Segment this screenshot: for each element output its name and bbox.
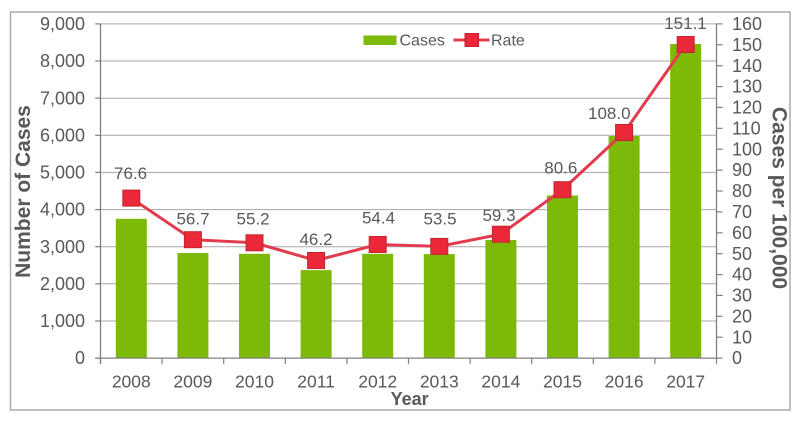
svg-text:1,000: 1,000 xyxy=(40,311,85,331)
svg-text:0: 0 xyxy=(732,348,742,368)
svg-text:2,000: 2,000 xyxy=(40,274,85,294)
svg-text:54.4: 54.4 xyxy=(362,209,395,228)
svg-text:130: 130 xyxy=(732,77,762,97)
svg-text:2017: 2017 xyxy=(666,371,705,391)
svg-text:Rate: Rate xyxy=(491,33,525,50)
svg-text:9,000: 9,000 xyxy=(40,14,85,34)
svg-text:53.5: 53.5 xyxy=(423,210,456,229)
svg-text:90: 90 xyxy=(732,160,752,180)
svg-text:120: 120 xyxy=(732,98,762,118)
svg-text:3,000: 3,000 xyxy=(40,237,85,257)
svg-text:70: 70 xyxy=(732,202,752,222)
svg-text:0: 0 xyxy=(75,348,85,368)
svg-text:80.6: 80.6 xyxy=(544,159,577,178)
svg-text:100: 100 xyxy=(732,139,762,159)
svg-text:Cases: Cases xyxy=(400,33,445,50)
svg-text:55.2: 55.2 xyxy=(237,210,270,229)
svg-text:7,000: 7,000 xyxy=(40,88,85,108)
svg-text:110: 110 xyxy=(732,118,761,138)
svg-text:2014: 2014 xyxy=(481,371,520,391)
svg-text:46.2: 46.2 xyxy=(299,230,332,249)
svg-text:4,000: 4,000 xyxy=(40,200,85,220)
svg-text:160: 160 xyxy=(732,14,762,34)
svg-text:56.7: 56.7 xyxy=(176,210,209,229)
svg-text:80: 80 xyxy=(732,181,752,201)
svg-text:6,000: 6,000 xyxy=(40,125,85,145)
svg-text:2012: 2012 xyxy=(358,371,397,391)
svg-text:150: 150 xyxy=(732,35,762,55)
svg-text:2016: 2016 xyxy=(605,371,644,391)
svg-text:Cases per 100,000: Cases per 100,000 xyxy=(768,107,791,289)
svg-text:2008: 2008 xyxy=(112,371,151,391)
svg-text:40: 40 xyxy=(732,265,752,285)
svg-text:Number of Cases: Number of Cases xyxy=(12,105,35,278)
svg-text:108.0: 108.0 xyxy=(588,104,631,123)
svg-text:30: 30 xyxy=(732,286,752,306)
svg-text:60: 60 xyxy=(732,223,752,243)
svg-text:76.6: 76.6 xyxy=(114,164,147,183)
svg-text:20: 20 xyxy=(732,306,752,326)
svg-text:8,000: 8,000 xyxy=(40,51,85,71)
svg-text:2011: 2011 xyxy=(297,371,335,391)
svg-text:50: 50 xyxy=(732,244,752,264)
svg-text:140: 140 xyxy=(732,56,762,76)
svg-text:151.1: 151.1 xyxy=(664,14,707,33)
svg-text:2015: 2015 xyxy=(543,371,582,391)
svg-text:2009: 2009 xyxy=(173,371,212,391)
svg-text:Year: Year xyxy=(391,389,429,409)
svg-text:10: 10 xyxy=(732,327,752,347)
svg-text:59.3: 59.3 xyxy=(482,206,515,225)
svg-text:2010: 2010 xyxy=(235,371,274,391)
svg-text:2013: 2013 xyxy=(420,371,459,391)
svg-text:5,000: 5,000 xyxy=(40,163,85,183)
